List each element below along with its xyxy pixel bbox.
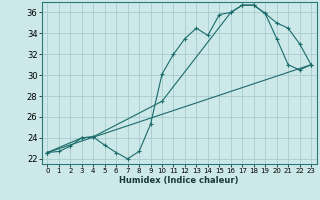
X-axis label: Humidex (Indice chaleur): Humidex (Indice chaleur) [119,176,239,185]
